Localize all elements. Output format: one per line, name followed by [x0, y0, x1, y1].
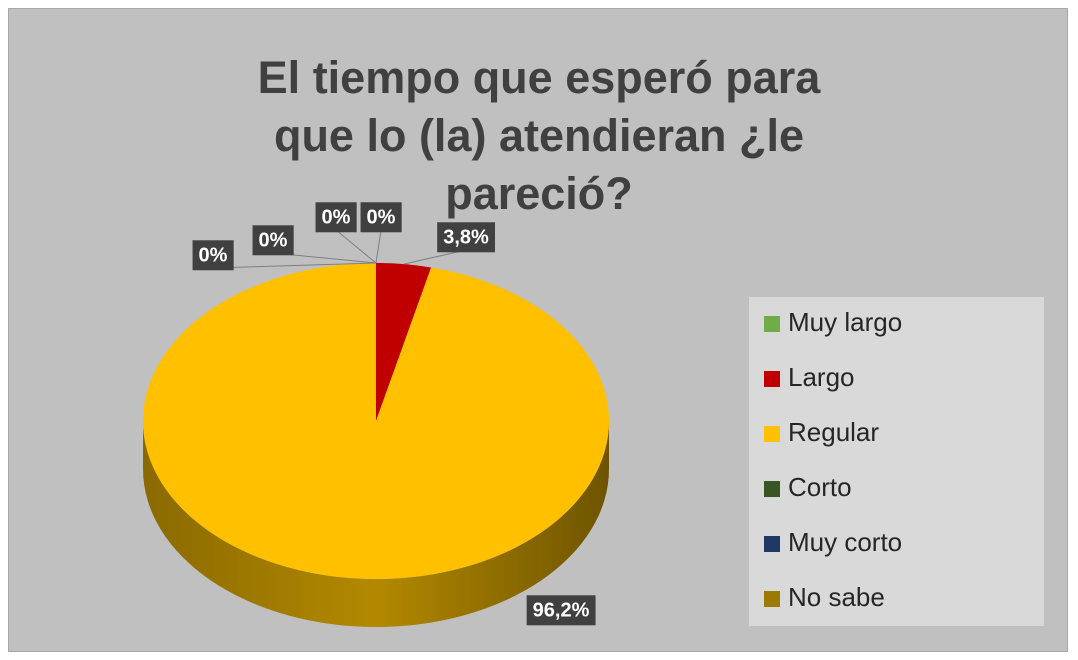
leader-line	[335, 229, 377, 264]
data-label-text: 96,2%	[533, 599, 590, 621]
legend-swatch	[764, 316, 780, 332]
data-label-box	[192, 240, 234, 271]
legend-swatch	[764, 371, 780, 387]
legend-swatch	[764, 481, 780, 497]
title-box: El tiempo que esperó para que lo (la) at…	[9, 49, 1069, 223]
data-label-box	[315, 202, 357, 233]
data-label-text: 0%	[322, 206, 351, 228]
legend-label: No sabe	[788, 582, 885, 612]
legend-label: Muy largo	[788, 307, 902, 337]
leader-line	[212, 262, 377, 269]
data-label-text: 0%	[367, 206, 396, 228]
legend-label: Corto	[788, 472, 852, 502]
legend-label: Muy corto	[788, 527, 902, 557]
legend-label: Largo	[788, 362, 855, 392]
data-label-text: 3,8%	[443, 226, 489, 248]
chart-area: 0% 3,8% 96,2% 0% 0% 0% Muy largo Largo Regular Co…	[8, 8, 1068, 652]
data-label: 0%	[360, 202, 402, 233]
leader-line	[375, 229, 382, 264]
chart: 0% 3,8% 96,2% 0% 0% 0% Muy largo Largo Regular Co…	[142, 202, 1044, 627]
legend-swatch	[764, 536, 780, 552]
data-label-box	[360, 202, 402, 233]
chart-title: El tiempo que esperó para que lo (la) at…	[257, 52, 821, 219]
pie-slice	[142, 263, 610, 579]
pie-side	[143, 421, 609, 627]
legend-swatch	[764, 426, 780, 442]
data-label-box	[437, 222, 496, 253]
data-label-text: 0%	[259, 229, 288, 251]
data-label: 0%	[315, 202, 357, 233]
data-label-box	[252, 225, 294, 256]
data-label: 3,8%	[437, 222, 496, 253]
pie-slice	[376, 263, 432, 421]
data-label-box	[526, 595, 596, 626]
data-label: 96,2%	[526, 595, 596, 626]
data-label: 0%	[252, 225, 294, 256]
legend-label: Regular	[788, 417, 879, 447]
data-label-text: 0%	[199, 244, 228, 266]
legend-box	[749, 297, 1044, 626]
legend-swatch	[764, 591, 780, 607]
data-label: 0%	[192, 240, 234, 271]
leader-line	[403, 249, 467, 265]
